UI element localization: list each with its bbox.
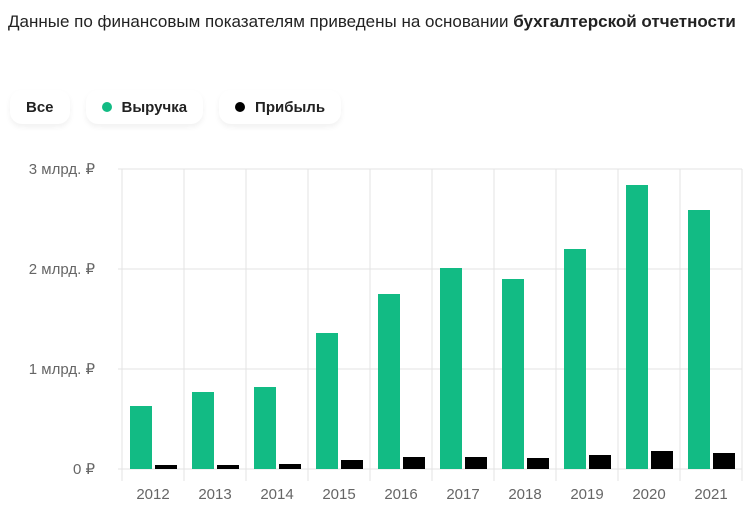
y-tick-label: 0 ₽ [73,461,96,478]
legend-all-button[interactable]: Все [10,90,70,124]
x-tick-label: 2018 [508,486,541,503]
profit-bar [651,451,673,469]
profit-bar [589,455,611,469]
profit-dot-icon [235,102,246,112]
x-tick-label: 2021 [694,486,727,503]
revenue-bar [688,210,710,469]
profit-bar [465,457,487,469]
x-tick-label: 2012 [136,486,169,503]
legend-revenue-label: Выручка [121,98,188,116]
x-tick-label: 2013 [198,486,231,503]
revenue-bar [254,387,276,469]
profit-bar [527,458,549,469]
y-tick-label: 2 млрд. ₽ [29,261,96,278]
profit-bar [341,460,363,469]
revenue-bar [564,249,586,469]
title-bold: бухгалтерской отчетности [513,12,736,31]
legend-all-label: Все [26,98,54,116]
legend-revenue-button[interactable]: Выручка [86,90,204,124]
x-tick-label: 2017 [446,486,479,503]
revenue-bar [130,406,152,469]
profit-bar [279,464,301,469]
profit-bar [403,457,425,469]
chart-title: Данные по финансовым показателям приведе… [8,8,743,36]
revenue-bar [192,392,214,469]
profit-bar [217,465,239,469]
title-text: Данные по финансовым показателям приведе… [8,12,514,31]
revenue-bar [626,185,648,469]
y-tick-label: 1 млрд. ₽ [29,361,96,378]
profit-bar [155,465,177,469]
x-tick-label: 2019 [570,486,603,503]
y-tick-label: 3 млрд. ₽ [29,161,96,178]
revenue-dot-icon [101,102,112,112]
revenue-bar [502,279,524,469]
x-tick-label: 2014 [260,486,293,503]
legend-profit-label: Прибыль [255,98,326,116]
profit-bar [713,453,735,469]
legend-profit-button[interactable]: Прибыль [219,90,341,124]
revenue-bar [378,294,400,469]
x-tick-label: 2015 [322,486,355,503]
revenue-bar [316,333,338,469]
x-tick-label: 2020 [632,486,665,503]
revenue-bar [440,268,462,469]
x-tick-label: 2016 [384,486,417,503]
legend: Все Выручка Прибыль [10,90,341,124]
